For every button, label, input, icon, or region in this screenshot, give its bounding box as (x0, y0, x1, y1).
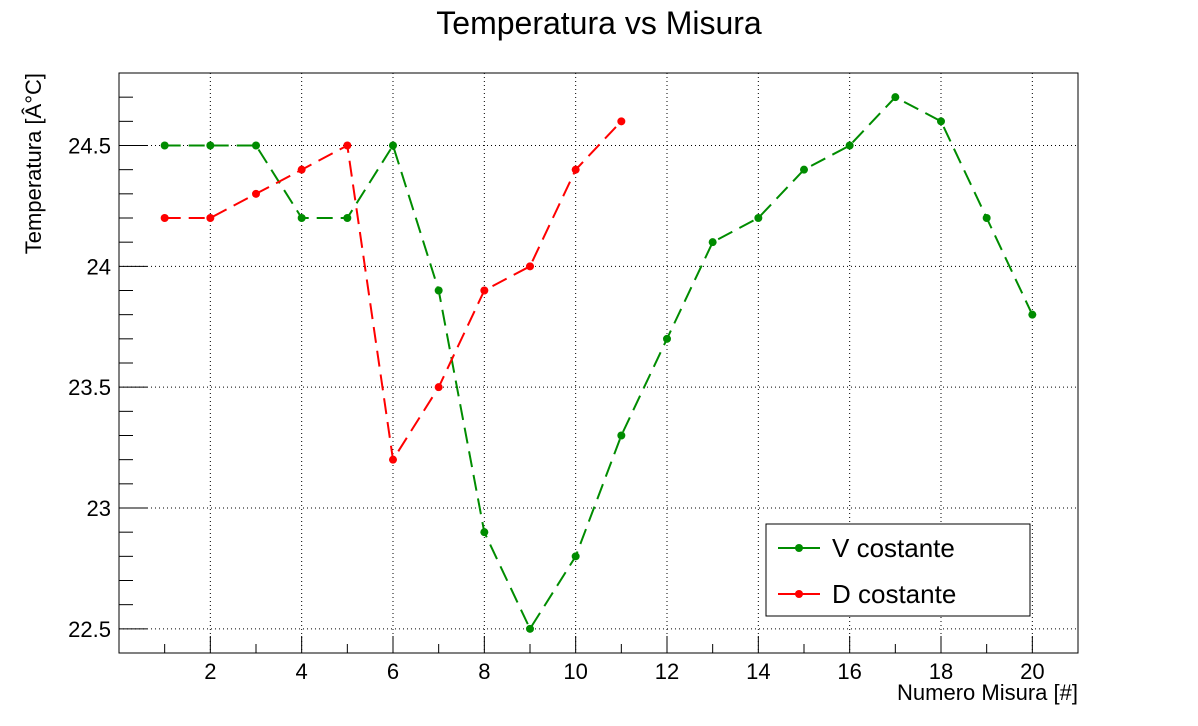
data-point (343, 214, 352, 222)
y-tick-label: 22.5 (68, 617, 111, 642)
series-v-costante (160, 93, 1037, 633)
data-point (617, 431, 626, 440)
data-point (571, 165, 580, 174)
x-tick-label: 2 (204, 659, 216, 684)
x-tick-label: 8 (478, 659, 490, 684)
data-point (480, 286, 489, 295)
data-point (434, 383, 443, 392)
data-point (160, 141, 169, 150)
chart-title: Temperatura vs Misura (436, 5, 762, 41)
legend: V costante D costante (765, 523, 1031, 617)
x-tick-label: 4 (296, 659, 308, 684)
data-point (297, 165, 306, 174)
legend-label: V costante (832, 533, 955, 563)
x-tick-label: 18 (929, 659, 953, 684)
data-point (389, 455, 397, 464)
x-tick-label: 20 (1020, 659, 1044, 684)
data-point (845, 141, 854, 150)
y-axis-label: Temperatura [Â°C] (21, 73, 46, 254)
series-d-costante (160, 117, 626, 464)
x-axis-label: Numero Misura [#] (897, 680, 1078, 705)
data-point (206, 141, 215, 150)
data-point (663, 334, 671, 343)
legend-box (765, 523, 1031, 617)
data-point (617, 117, 626, 126)
data-point (206, 214, 215, 222)
y-tick-label: 24.5 (68, 134, 111, 159)
data-point (982, 214, 991, 222)
data-point (389, 141, 397, 150)
data-point (160, 214, 169, 222)
data-point (800, 165, 808, 174)
legend-swatch-marker (795, 590, 803, 598)
y-tick-label: 23.5 (68, 375, 111, 400)
data-point (480, 528, 489, 537)
data-point (937, 117, 945, 126)
data-point (526, 624, 534, 633)
x-tick-label: 10 (563, 659, 587, 684)
data-point (526, 262, 534, 271)
data-point (708, 238, 717, 247)
y-tick-label: 24 (87, 254, 111, 279)
x-tick-label: 6 (387, 659, 399, 684)
data-point (1028, 310, 1037, 319)
data-point (343, 141, 352, 150)
series-line (164, 120, 623, 463)
x-tick-label: 12 (655, 659, 679, 684)
y-tick-label: 23 (87, 496, 111, 521)
x-tick-label: 16 (837, 659, 861, 684)
data-point (571, 552, 580, 561)
series-layer (160, 93, 1037, 633)
x-tick-label: 14 (746, 659, 770, 684)
legend-swatch-marker (795, 544, 803, 552)
data-point (252, 189, 260, 198)
data-point (297, 214, 306, 222)
axis-ticks (119, 96, 1033, 653)
data-point (434, 286, 443, 295)
legend-label: D costante (832, 579, 956, 609)
data-point (891, 93, 900, 102)
data-point (754, 214, 763, 222)
data-point (252, 141, 260, 150)
series-line (164, 95, 1034, 631)
